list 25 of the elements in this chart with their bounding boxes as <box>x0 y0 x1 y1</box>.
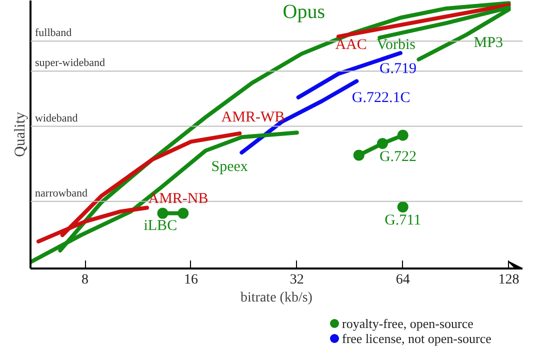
series-label: iLBC <box>144 218 178 234</box>
x-tick-label: 16 <box>184 272 198 288</box>
series-label: G.722 <box>379 149 417 166</box>
ref-line-label: wideband <box>35 112 78 124</box>
x-tick-label: 32 <box>290 272 304 288</box>
series-label: AMR-NB <box>148 190 208 207</box>
series-label: AMR-WB <box>221 109 285 126</box>
y-axis-title: Quality <box>12 112 28 157</box>
series-label: AAC <box>335 36 367 53</box>
series-label: Opus <box>282 1 326 24</box>
series-label: G.722.1C <box>352 90 410 106</box>
series-label: Vorbis <box>376 36 416 53</box>
x-tick-label: 8 <box>82 272 89 288</box>
ref-line-label: narrowband <box>35 187 88 200</box>
ref-line-label: fullband <box>35 27 72 40</box>
x-tick-label: 64 <box>396 272 410 288</box>
series-label: G.711 <box>384 212 422 228</box>
text: free license, not open-source <box>341 331 492 346</box>
x-tick-label: 128 <box>498 272 520 288</box>
text: royalty-free, open-source <box>341 316 474 331</box>
ref-line-label: super-wideband <box>35 57 106 70</box>
x-axis-title: bitrate (kb/s) <box>240 290 313 306</box>
series-label: G.719 <box>379 61 417 78</box>
series-label: MP3 <box>474 34 503 51</box>
series-label: Speex <box>211 159 248 176</box>
